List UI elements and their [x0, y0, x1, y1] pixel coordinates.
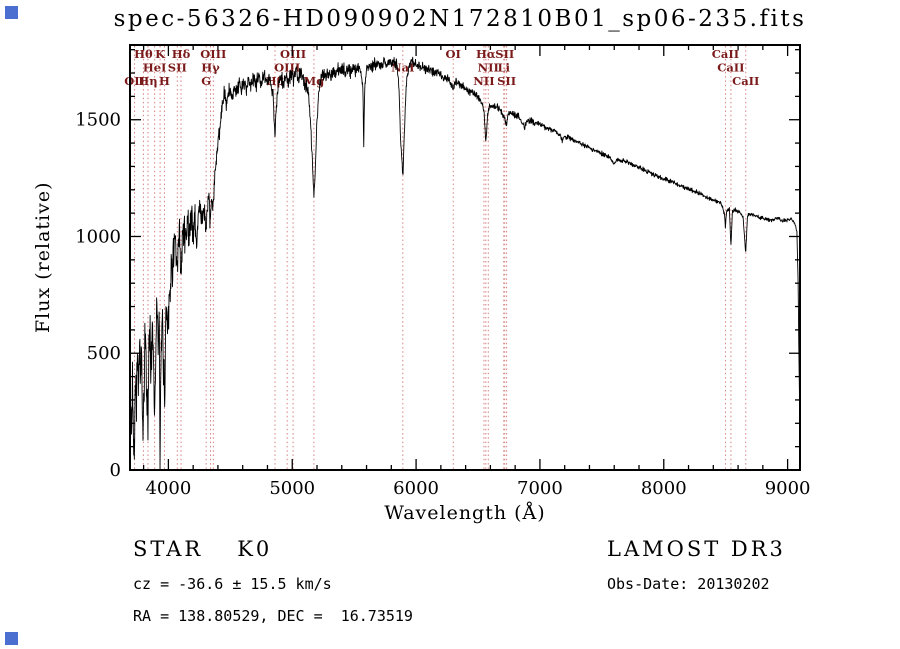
spectral-line-label: OIII: [280, 47, 306, 61]
spectral-line-label: Li: [498, 61, 511, 75]
spectral-line-label: NII: [478, 61, 499, 75]
spectral-line-label: Hγ: [201, 61, 220, 75]
x-tick-label: 9000: [765, 478, 811, 499]
spectral-line-label: Mg: [304, 74, 325, 88]
x-tick-label: 7000: [517, 478, 563, 499]
y-tick-label: 500: [87, 343, 121, 364]
x-axis-label: Wavelength (Å): [384, 502, 546, 524]
spectral-line-label: CaII: [712, 47, 739, 61]
spectral-line-label: NII: [473, 74, 494, 88]
corner-marker-bottom-left: [5, 632, 18, 645]
spectral-line-label: OI: [446, 47, 461, 61]
class-label: STAR: [133, 537, 204, 561]
spectral-line-label: OIII: [200, 47, 226, 61]
class-gap: [203, 537, 237, 561]
y-tick-label: 1500: [75, 110, 121, 131]
plot-title: spec-56326-HD090902N172810B01_sp06-235.f…: [113, 6, 807, 32]
spectral-line-label: K: [155, 47, 166, 61]
spectral-line-label: H: [159, 74, 170, 88]
x-tick-label: 6000: [393, 478, 439, 499]
spectral-line-label: SII: [497, 74, 516, 88]
y-tick-label: 0: [110, 460, 121, 481]
spectral-line-label: SII: [168, 61, 187, 75]
spectrum-path: [129, 56, 801, 470]
spectral-line-label: HeI: [143, 61, 167, 75]
x-tick-label: 4000: [145, 478, 191, 499]
spectral-line-label: Hδ: [172, 47, 191, 61]
spectral-line-label: G: [201, 74, 211, 88]
survey-label: LAMOST DR3: [607, 537, 786, 561]
spectral-line-label: CaII: [732, 74, 759, 88]
subclass-label: K0: [237, 537, 273, 561]
x-tick-label: 5000: [269, 478, 315, 499]
y-tick-label: 1000: [75, 226, 121, 247]
classification-line: STAR K0: [133, 537, 272, 561]
obs-date-line: Obs-Date: 20130202: [607, 575, 770, 593]
plot-frame: [129, 44, 801, 471]
ra-dec-line: RA = 138.80529, DEC = 16.73519: [133, 607, 413, 625]
spectral-line-label: Hα: [476, 47, 496, 61]
spectral-line-label: CaII: [717, 61, 744, 75]
x-tick-label: 8000: [641, 478, 687, 499]
y-axis-label: Flux (relative): [32, 181, 54, 334]
redshift-velocity-line: cz = -36.6 ± 15.5 km/s: [133, 575, 332, 593]
spectral-line-label: OIII: [274, 61, 300, 75]
spectral-line-label: SII: [495, 47, 514, 61]
spectral-line-label: Hθ: [134, 47, 153, 61]
corner-marker-top-left: [5, 6, 18, 19]
spectral-line-label: Hη: [138, 74, 157, 88]
